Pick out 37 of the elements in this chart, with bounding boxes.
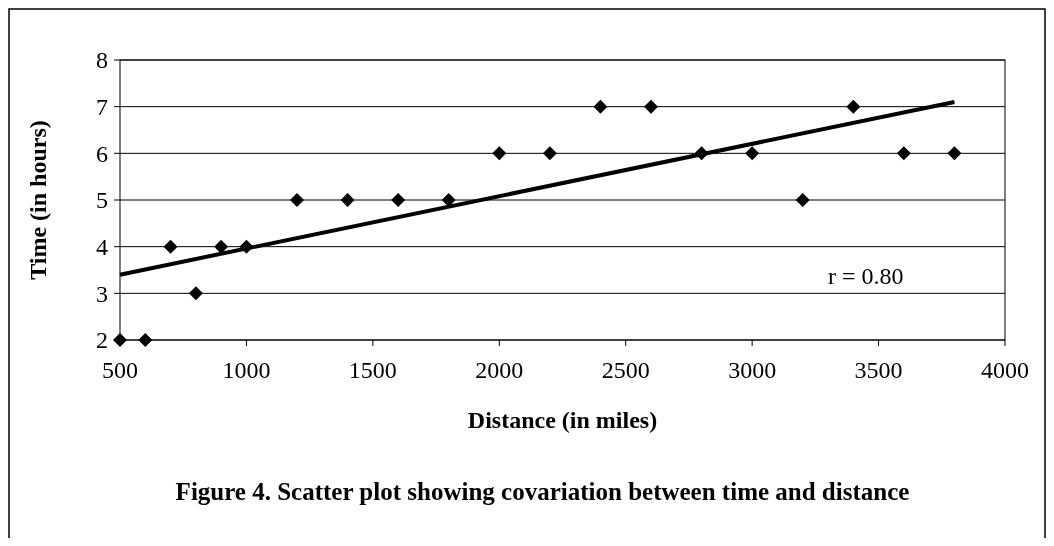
point xyxy=(492,146,507,161)
point xyxy=(163,239,178,254)
x-tick-label: 3000 xyxy=(728,357,777,383)
point xyxy=(113,333,127,347)
y-tick-label: 3 xyxy=(96,280,108,307)
point xyxy=(188,286,203,301)
text: Figure 4. Scatter plot showing covariation between time and distance xyxy=(175,478,910,505)
point xyxy=(340,193,355,207)
point xyxy=(947,146,962,161)
point xyxy=(542,146,557,161)
point xyxy=(593,99,608,114)
y-tick-label: 4 xyxy=(96,234,108,261)
x-tick-label: 500 xyxy=(102,357,138,383)
y-tick-label: 7 xyxy=(96,94,108,121)
point xyxy=(441,193,456,207)
x-tick-label: 1500 xyxy=(348,357,397,383)
y-tick-label: 8 xyxy=(96,47,108,74)
x-tick-label: 1000 xyxy=(222,357,271,383)
y-tick-label: 2 xyxy=(96,327,108,354)
x-tick-label: 2000 xyxy=(475,357,524,383)
point xyxy=(214,239,229,254)
x-tick-label: 4000 xyxy=(981,357,1029,383)
x-tick-label: 2500 xyxy=(601,357,650,383)
y-tick-label: 5 xyxy=(96,187,108,214)
x-axis-title: Distance (in miles) xyxy=(467,407,658,433)
point xyxy=(391,193,406,207)
point xyxy=(896,146,911,161)
x-tick-label: 3500 xyxy=(854,357,903,383)
point xyxy=(745,146,760,161)
annotation: r = 0.80 xyxy=(828,263,904,289)
y-tick-label: 6 xyxy=(96,140,108,167)
point xyxy=(290,193,304,207)
point xyxy=(795,193,810,207)
point xyxy=(644,99,658,114)
point xyxy=(138,333,153,347)
y-axis-title: Time (in hours) xyxy=(25,120,51,280)
point xyxy=(846,99,861,114)
